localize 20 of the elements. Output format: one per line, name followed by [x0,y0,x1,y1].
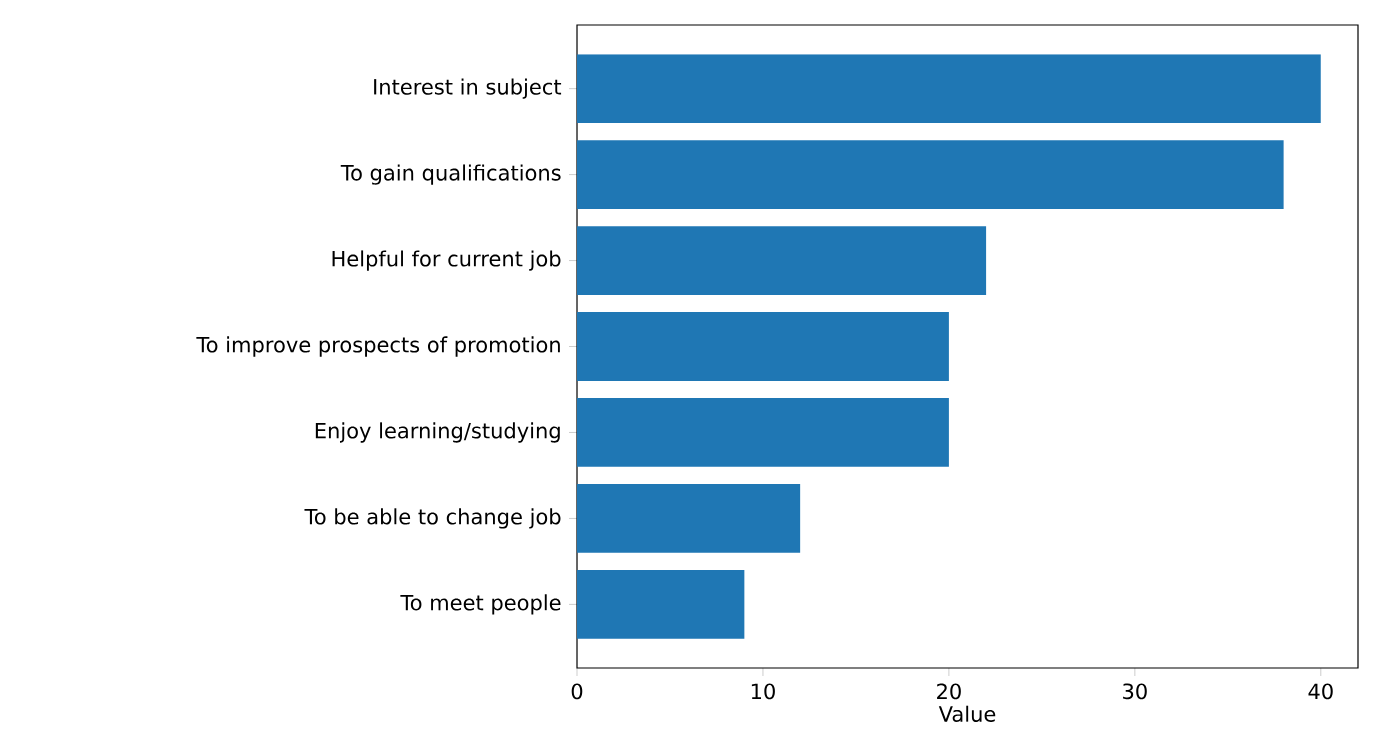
bar [577,312,949,381]
y-tick-label: To improve prospects of promotion [196,336,560,357]
bar [577,140,1284,209]
x-tick-label: 40 [1308,683,1333,700]
bar [577,570,745,639]
y-tick-label: Interest in subject [374,78,562,99]
x-tick-label: 0 [571,683,583,700]
y-tick-label: To gain qualifications [340,164,561,185]
y-tick-label: To be able to change job [304,508,561,529]
y-tick-label: To meet people [400,594,561,615]
y-tick-label: Helpful for current job [332,250,561,271]
x-axis-title: Value [938,705,996,722]
x-tick-label: 30 [1123,683,1147,700]
x-tick-label: 20 [937,683,961,700]
x-tick-label: 10 [751,683,775,700]
y-tick-label: Enjoy learning/studying [315,422,560,443]
bar [577,398,949,467]
bar [577,54,1321,124]
bar [577,226,987,295]
bar [577,484,801,553]
